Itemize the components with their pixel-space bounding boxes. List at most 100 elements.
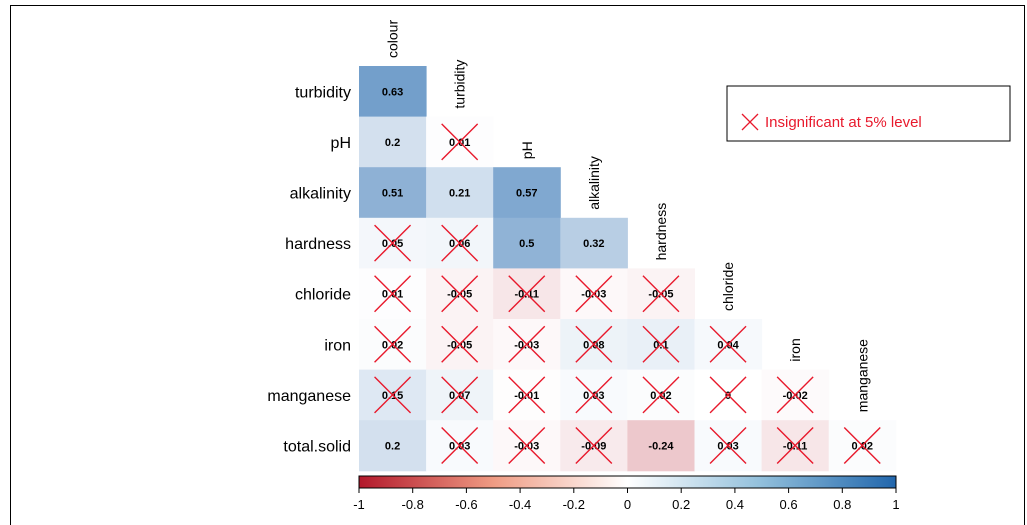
cell-value: 0.32 — [583, 238, 604, 250]
cell-value: 0.2 — [385, 137, 400, 149]
insignificant-cross-icon — [642, 275, 680, 313]
insignificant-cross-icon — [776, 376, 814, 414]
cell-value: 0.06 — [449, 238, 470, 250]
column-label: pH — [519, 141, 535, 159]
heatmap-cell: 0.21 — [426, 167, 494, 219]
heatmap-cell: 0.15 — [359, 369, 427, 421]
cell-value: 0.03 — [449, 441, 470, 453]
insignificant-cross-icon — [374, 275, 412, 313]
column-label: chloride — [720, 262, 736, 311]
row-label: chloride — [295, 287, 351, 304]
cell-value: 0.02 — [382, 339, 403, 351]
insignificant-cross-icon — [374, 376, 412, 414]
cell-value: -0.24 — [648, 441, 674, 453]
cell-value: 0.01 — [382, 289, 403, 301]
insignificant-cross-icon — [575, 376, 613, 414]
row-label: total.solid — [283, 439, 351, 456]
cell-value: -0.11 — [783, 441, 807, 453]
color-bar-tick-label: 0.8 — [833, 497, 851, 512]
heatmap-cell: 0.01 — [426, 116, 494, 168]
cell-value: -0.09 — [581, 441, 606, 453]
cell-value: 0.03 — [717, 441, 738, 453]
insignificant-cross-icon — [709, 376, 747, 414]
cell-value: -0.05 — [447, 289, 472, 301]
heatmap-cell: 0.05 — [359, 217, 427, 269]
insignificant-cross-icon — [508, 275, 546, 313]
heatmap-cell: -0.09 — [560, 420, 628, 472]
cell-value: 0.21 — [449, 188, 470, 200]
legend-text: Insignificant at 5% level — [765, 114, 922, 131]
insignificant-cross-icon — [441, 427, 479, 464]
insignificant-cross-icon — [508, 325, 546, 363]
cell-value: -0.05 — [648, 289, 673, 301]
heatmap-cell: -0.01 — [493, 369, 561, 421]
heatmap-cell: 0 — [694, 369, 763, 421]
cell-value: -0.05 — [447, 339, 472, 351]
heatmap-cell: 0.32 — [560, 217, 628, 269]
insignificant-cross-icon — [575, 325, 613, 363]
heatmap-cell: 0.02 — [359, 319, 427, 371]
insignificant-cross-icon — [709, 427, 747, 464]
heatmap-cell: 0.07 — [426, 369, 494, 421]
column-label: colour — [385, 20, 401, 58]
color-bar-ticks: -1 -0.8 -0.6 -0.4 -0.2 0 0.2 0.4 0.6 0.8 1 — [353, 488, 900, 512]
row-label: pH — [331, 135, 351, 152]
column-label: manganese — [854, 339, 870, 412]
color-bar: -1 -0.8 -0.6 -0.4 -0.2 0 0.2 0.4 0.6 0.8 1 — [353, 475, 900, 512]
heatmap-cell: 0.5 — [493, 217, 561, 269]
heatmap-cell: 0.04 — [694, 319, 763, 371]
cell-value: 0.08 — [583, 339, 604, 351]
column-label: hardness — [653, 203, 669, 261]
heatmap-cell: 0.03 — [694, 420, 763, 472]
cell-value: 0.51 — [382, 188, 403, 200]
heatmap-cell: 0.01 — [359, 268, 427, 320]
heatmap-cell: 0.57 — [493, 167, 561, 219]
cell-value: -0.03 — [514, 441, 539, 453]
row-label: iron — [324, 337, 351, 354]
cell-value: -0.11 — [515, 289, 539, 301]
insignificant-cross-icon — [441, 275, 479, 313]
cell-value: 0.57 — [516, 188, 537, 200]
cell-fill — [493, 217, 561, 269]
heatmap-cell: 0.03 — [560, 369, 628, 421]
insignificant-cross-icon — [374, 224, 412, 262]
cell-value: -0.02 — [783, 390, 808, 402]
color-bar-tick-label: -0.4 — [509, 497, 531, 512]
cell-fill — [493, 167, 561, 219]
column-label: alkalinity — [586, 156, 602, 210]
heatmap-cell: -0.05 — [426, 319, 494, 371]
heatmap-cell: 0.51 — [359, 167, 427, 219]
insignificant-cross-icon — [776, 427, 814, 464]
heatmap-cell: -0.03 — [493, 319, 561, 371]
cell-fill — [627, 420, 695, 472]
cell-fill — [359, 116, 427, 168]
legend-cross-icon-stroke — [741, 113, 759, 131]
heatmap-cell: 0.02 — [828, 420, 897, 472]
heatmap-cell: 0.2 — [359, 116, 427, 168]
heatmap-cell: -0.03 — [560, 268, 628, 320]
heatmap-cell: 0.63 — [359, 66, 427, 118]
column-labels: colour turbidity pH alkalinity hardness chlor… — [385, 20, 871, 413]
insignificant-cross-icon — [843, 427, 881, 464]
heatmap-cell: 0.2 — [359, 420, 427, 472]
color-bar-tick-label: -0.2 — [563, 497, 585, 512]
row-label: turbidity — [295, 84, 351, 101]
row-label: hardness — [285, 236, 351, 253]
color-bar-tick-label: 0.6 — [780, 497, 798, 512]
heatmap-cell: 0.02 — [627, 369, 695, 421]
cell-value: 0.63 — [382, 86, 403, 98]
cell-value: 0.02 — [852, 441, 873, 453]
column-label: turbidity — [452, 60, 468, 109]
insignificant-cross-icon — [642, 325, 680, 363]
cell-value: -0.03 — [581, 289, 606, 301]
heatmap-cell: -0.05 — [627, 268, 695, 320]
color-bar-tick-label: 0.2 — [672, 497, 690, 512]
heatmap-cell: -0.02 — [761, 369, 830, 421]
legend-box: Insignificant at 5% level — [726, 85, 1011, 142]
chart-frame: 0.63 0.2 0.01 0.51 0.21 0.57 0.05 0.06 0.5 0.32 0.… — [10, 5, 1025, 525]
row-label: manganese — [267, 388, 351, 405]
cell-value: 0.15 — [382, 390, 403, 402]
cell-value: 0.02 — [650, 390, 671, 402]
color-bar-tick-label: 0.4 — [726, 497, 744, 512]
heatmap-cell: -0.05 — [426, 268, 494, 320]
